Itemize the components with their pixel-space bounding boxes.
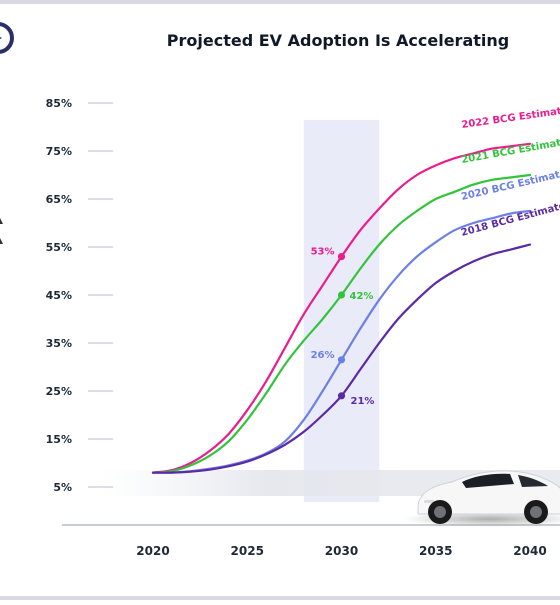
brand-logo-icon	[0, 22, 14, 54]
x-axis: 2020 2025 2030 2035 2040	[136, 544, 546, 558]
bottom-border	[0, 596, 560, 600]
car-icon	[404, 470, 560, 527]
series-name-label-2: 2021 BCG Estimate	[461, 136, 560, 166]
highlight-band	[303, 120, 380, 502]
marker-label-4: 21%	[351, 396, 375, 407]
highlight-band-layer	[303, 120, 380, 502]
y-tick-label: 55%	[46, 241, 72, 254]
y-tick-label: 45%	[46, 289, 72, 302]
series-marker-2	[337, 291, 346, 299]
y-axis: 5% 15% 25% 35% 45% 55% 65% 75% 85%	[46, 97, 113, 494]
y-tick-label: 25%	[46, 385, 72, 398]
left-edge-mark-icon	[0, 218, 3, 244]
series-marker-4	[337, 392, 346, 400]
series-name-label-1: 2022 BCG Estimate	[461, 105, 560, 131]
y-tick-label: 5%	[53, 481, 72, 494]
chart-title: Projected EV Adoption Is Accelerating	[167, 31, 509, 50]
y-tick-label: 85%	[46, 97, 72, 110]
x-tick-label: 2025	[231, 544, 264, 558]
y-tick-label: 65%	[46, 193, 72, 206]
marker-label-3: 26%	[311, 350, 335, 361]
y-tick-label: 15%	[46, 433, 72, 446]
series-marker-3	[337, 356, 346, 364]
series-marker-1	[337, 253, 346, 261]
y-tick-label: 75%	[46, 145, 72, 158]
top-border	[0, 0, 560, 4]
x-tick-label: 2020	[136, 544, 169, 558]
marker-label-1: 53%	[311, 247, 335, 258]
series-markers: 53% 42% 26% 21%	[311, 247, 375, 407]
series-name-label-4: 2018 BCG Estimate	[460, 200, 560, 239]
marker-label-2: 42%	[350, 291, 374, 302]
x-tick-label: 2030	[325, 544, 358, 558]
y-tick-label: 35%	[46, 337, 72, 350]
x-tick-label: 2035	[419, 544, 452, 558]
series-name-label-3: 2020 BCG Estimate	[460, 168, 560, 203]
x-tick-label: 2040	[513, 544, 546, 558]
